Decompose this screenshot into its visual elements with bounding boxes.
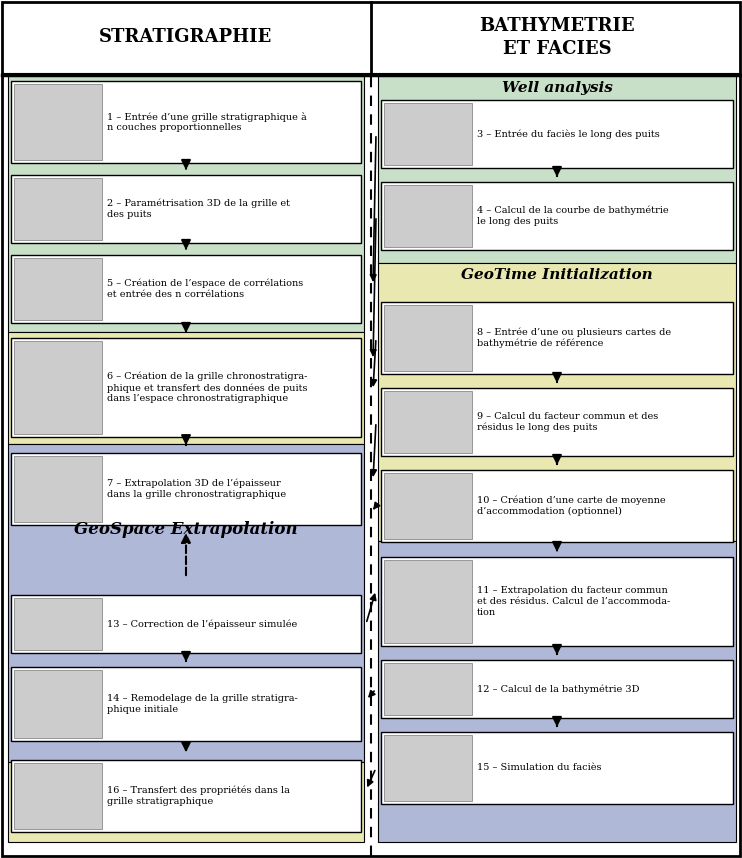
Bar [381,660,733,718]
Text: 1 – Entrée d’une grille stratigraphique à
n couches proportionnelles: 1 – Entrée d’une grille stratigraphique … [107,112,306,132]
Bar [14,598,102,650]
Bar [384,663,472,715]
Bar [11,453,361,525]
Text: 13 – Correction de l’épaisseur simulée: 13 – Correction de l’épaisseur simulée [107,619,298,629]
Text: GeoTime Initialization: GeoTime Initialization [461,268,653,282]
Bar [378,75,736,263]
Bar [381,732,733,804]
Text: 6 – Création de la grille chronostratigra-
phique et transfert des données de pu: 6 – Création de la grille chronostratigr… [107,372,307,403]
Text: 16 – Transfert des propriétés dans la
grille stratigraphique: 16 – Transfert des propriétés dans la gr… [107,786,290,807]
Bar [11,667,361,741]
Bar [14,763,102,829]
Bar [14,258,102,320]
Text: 15 – Simulation du faciès: 15 – Simulation du faciès [477,764,602,772]
Bar [8,75,364,332]
Text: STRATIGRAPHIE: STRATIGRAPHIE [99,28,272,46]
Bar [2,2,740,75]
Bar [11,595,361,653]
Bar [378,541,736,842]
Text: GeoSpace Extrapolation: GeoSpace Extrapolation [74,522,298,539]
Text: 4 – Calcul de la courbe de bathymétrie
le long des puits: 4 – Calcul de la courbe de bathymétrie l… [477,206,669,227]
Bar [381,100,733,168]
Bar [14,456,102,522]
Text: 7 – Extrapolation 3D de l’épaisseur
dans la grille chronostratigraphique: 7 – Extrapolation 3D de l’épaisseur dans… [107,479,286,499]
Text: 11 – Extrapolation du facteur commun
et des résidus. Calcul de l’accommoda-
tion: 11 – Extrapolation du facteur commun et … [477,586,670,617]
Bar [11,81,361,163]
Text: 14 – Remodelage de la grille stratigra-
phique initiale: 14 – Remodelage de la grille stratigra- … [107,694,298,714]
Text: 12 – Calcul de la bathymétrie 3D: 12 – Calcul de la bathymétrie 3D [477,684,640,694]
Bar [384,103,472,165]
Bar [14,84,102,160]
Bar [11,175,361,243]
Text: Well analysis: Well analysis [502,81,612,95]
Bar [381,470,733,542]
Text: 8 – Entrée d’une ou plusieurs cartes de
bathymétrie de référence: 8 – Entrée d’une ou plusieurs cartes de … [477,328,671,348]
Bar [384,391,472,453]
Bar [11,338,361,437]
Bar [381,302,733,374]
Bar [8,332,364,444]
Bar [384,305,472,371]
Bar [8,444,364,762]
Bar [381,182,733,250]
Bar [381,557,733,646]
Bar [384,473,472,539]
Text: 2 – Paramétrisation 3D de la grille et
des puits: 2 – Paramétrisation 3D de la grille et d… [107,199,290,219]
Bar [378,263,736,541]
Bar [8,762,364,842]
Bar [11,760,361,832]
Text: 5 – Création de l’espace de corrélations
et entrée des n corrélations: 5 – Création de l’espace de corrélations… [107,279,303,299]
Bar [384,735,472,801]
Text: 10 – Création d’une carte de moyenne
d’accommodation (optionnel): 10 – Création d’une carte de moyenne d’a… [477,496,666,517]
Bar [384,560,472,643]
Text: 3 – Entrée du faciès le long des puits: 3 – Entrée du faciès le long des puits [477,130,660,139]
Bar [14,670,102,738]
Text: BATHYMETRIE
ET FACIES: BATHYMETRIE ET FACIES [479,16,635,58]
Text: 9 – Calcul du facteur commun et des
résidus le long des puits: 9 – Calcul du facteur commun et des rési… [477,412,658,432]
Bar [14,178,102,240]
Bar [381,388,733,456]
Bar [384,185,472,247]
Bar [14,341,102,434]
Bar [11,255,361,323]
